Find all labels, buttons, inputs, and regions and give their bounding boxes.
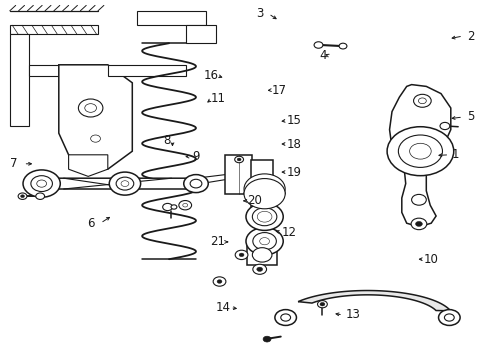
Circle shape xyxy=(252,248,272,262)
Circle shape xyxy=(275,310,296,325)
Circle shape xyxy=(36,193,45,199)
Text: 11: 11 xyxy=(211,93,225,105)
Circle shape xyxy=(31,176,52,192)
Polygon shape xyxy=(108,65,186,76)
Circle shape xyxy=(444,314,454,321)
Circle shape xyxy=(314,42,323,48)
Circle shape xyxy=(239,253,244,257)
Circle shape xyxy=(398,135,442,167)
Circle shape xyxy=(179,201,192,210)
Circle shape xyxy=(116,177,134,190)
Text: 9: 9 xyxy=(192,150,200,163)
Polygon shape xyxy=(251,160,273,209)
Circle shape xyxy=(237,158,241,161)
Circle shape xyxy=(244,179,285,209)
Text: 13: 13 xyxy=(345,309,360,321)
Circle shape xyxy=(235,156,244,163)
Text: 1: 1 xyxy=(452,148,460,161)
Circle shape xyxy=(109,172,141,195)
Circle shape xyxy=(252,208,277,226)
Circle shape xyxy=(251,179,278,199)
Circle shape xyxy=(235,250,248,260)
Circle shape xyxy=(257,267,263,271)
Circle shape xyxy=(318,301,327,308)
Circle shape xyxy=(281,314,291,321)
Text: 5: 5 xyxy=(466,111,474,123)
Text: 2: 2 xyxy=(466,30,474,42)
Circle shape xyxy=(339,43,347,49)
Text: 20: 20 xyxy=(247,194,262,207)
Polygon shape xyxy=(137,11,206,25)
Circle shape xyxy=(171,205,177,209)
Circle shape xyxy=(217,280,222,283)
Circle shape xyxy=(78,99,103,117)
Circle shape xyxy=(440,122,450,130)
Polygon shape xyxy=(69,155,108,176)
Circle shape xyxy=(410,143,431,159)
Circle shape xyxy=(190,179,202,188)
Polygon shape xyxy=(37,178,201,189)
Circle shape xyxy=(416,221,422,226)
Polygon shape xyxy=(247,245,277,265)
Text: 10: 10 xyxy=(424,253,439,266)
Polygon shape xyxy=(10,34,29,126)
Circle shape xyxy=(91,135,100,142)
Circle shape xyxy=(21,195,24,198)
Circle shape xyxy=(163,203,172,211)
Circle shape xyxy=(121,181,129,186)
Text: 7: 7 xyxy=(10,157,18,170)
Circle shape xyxy=(257,211,272,222)
Circle shape xyxy=(253,233,276,250)
Circle shape xyxy=(387,127,454,176)
Circle shape xyxy=(85,104,97,112)
Circle shape xyxy=(260,238,270,245)
Text: 14: 14 xyxy=(216,301,230,314)
Text: 21: 21 xyxy=(211,235,225,248)
Circle shape xyxy=(263,336,271,342)
Circle shape xyxy=(414,94,431,107)
Circle shape xyxy=(320,302,325,306)
Circle shape xyxy=(246,228,283,255)
Circle shape xyxy=(23,170,60,197)
Text: 16: 16 xyxy=(203,69,218,82)
Text: 12: 12 xyxy=(282,226,296,239)
Polygon shape xyxy=(390,85,451,227)
Polygon shape xyxy=(186,25,216,43)
Text: 18: 18 xyxy=(287,138,301,150)
Circle shape xyxy=(184,175,208,193)
Polygon shape xyxy=(196,173,245,184)
Text: 8: 8 xyxy=(163,134,171,147)
Text: 4: 4 xyxy=(319,49,327,62)
Circle shape xyxy=(183,203,188,207)
Text: 17: 17 xyxy=(272,84,287,96)
Text: 19: 19 xyxy=(287,166,301,179)
Polygon shape xyxy=(298,291,451,311)
Circle shape xyxy=(412,194,426,205)
Text: 15: 15 xyxy=(287,114,301,127)
Circle shape xyxy=(37,180,47,187)
Circle shape xyxy=(18,193,27,199)
Polygon shape xyxy=(10,25,98,34)
Polygon shape xyxy=(29,65,108,76)
Polygon shape xyxy=(225,155,252,194)
Polygon shape xyxy=(59,65,132,169)
Circle shape xyxy=(411,218,427,230)
Circle shape xyxy=(246,203,283,230)
Circle shape xyxy=(213,277,226,286)
Text: 6: 6 xyxy=(87,217,95,230)
Circle shape xyxy=(244,174,285,204)
Circle shape xyxy=(418,98,426,104)
Text: 3: 3 xyxy=(256,7,264,20)
Circle shape xyxy=(439,310,460,325)
Circle shape xyxy=(253,264,267,274)
